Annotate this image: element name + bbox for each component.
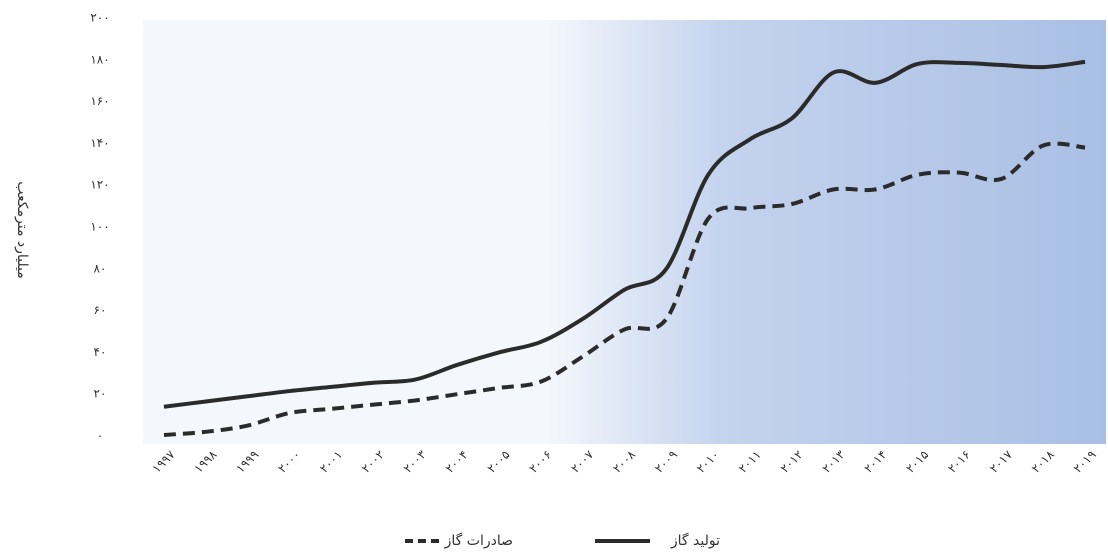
y-tick-label: ۲۰ (94, 387, 107, 401)
y-tick-label: ۶۰ (94, 303, 107, 317)
x-tick-label: ۲۰۱۸ (1029, 447, 1058, 476)
x-tick-label: ۲۰۱۶ (945, 448, 973, 476)
x-tick-label: ۲۰۱۳ (819, 447, 848, 476)
y-tick-label: ۱۰۰ (90, 220, 109, 234)
y-axis-title: میلیارد مترمکعب (14, 181, 30, 278)
x-tick-label: ۲۰۰۶ (526, 448, 554, 476)
x-tick-label: ۲۰۰۸ (610, 447, 639, 476)
x-tick-label: ۱۹۹۸ (191, 447, 220, 476)
y-tick-label: ۰ (97, 429, 103, 443)
x-tick-label: ۲۰۱۷ (987, 447, 1016, 476)
legend-label: تولید گاز (670, 532, 720, 549)
series-line (163, 59, 1086, 409)
y-tick-label: ۴۰ (94, 345, 107, 359)
y-tick-label: ۱۶۰ (90, 94, 109, 108)
y-tick-label: ۸۰ (94, 261, 107, 275)
y-tick-label: ۱۴۰ (90, 136, 109, 150)
y-tick-label: ۱۸۰ (90, 52, 109, 66)
x-tick-label: ۲۰۱۴ (861, 448, 889, 476)
x-tick-label: ۲۰۰۳ (401, 447, 430, 476)
series-line (163, 141, 1086, 437)
x-tick-label: ۲۰۱۹ (1071, 448, 1099, 476)
legend-label: صادرات گاز (444, 532, 513, 549)
x-tick-label: ۲۰۱۵ (903, 448, 931, 476)
y-tick-label: ۲۰۰ (90, 11, 109, 25)
x-tick-label: ۲۰۰۵ (484, 448, 512, 476)
y-tick-label: ۱۲۰ (90, 178, 109, 192)
x-tick-label: ۱۹۹۷ (150, 447, 179, 476)
x-tick-label: ۲۰۰۴ (443, 448, 471, 476)
x-tick-label: ۲۰۱۱ (736, 448, 764, 476)
x-tick-label: ۲۰۱۰ (694, 448, 722, 476)
x-tick-label: ۱۹۹۹ (233, 448, 261, 476)
x-tick-label: ۲۰۰۲ (359, 448, 387, 476)
x-tick-label: ۲۰۰۷ (568, 447, 597, 476)
x-tick-label: ۲۰۰۹ (652, 448, 680, 476)
x-tick-label: ۲۰۰۱ (317, 448, 345, 476)
x-tick-label: ۲۰۰۰ (275, 448, 303, 476)
plot-background (143, 20, 1106, 444)
x-tick-label: ۲۰۱۲ (778, 448, 806, 476)
